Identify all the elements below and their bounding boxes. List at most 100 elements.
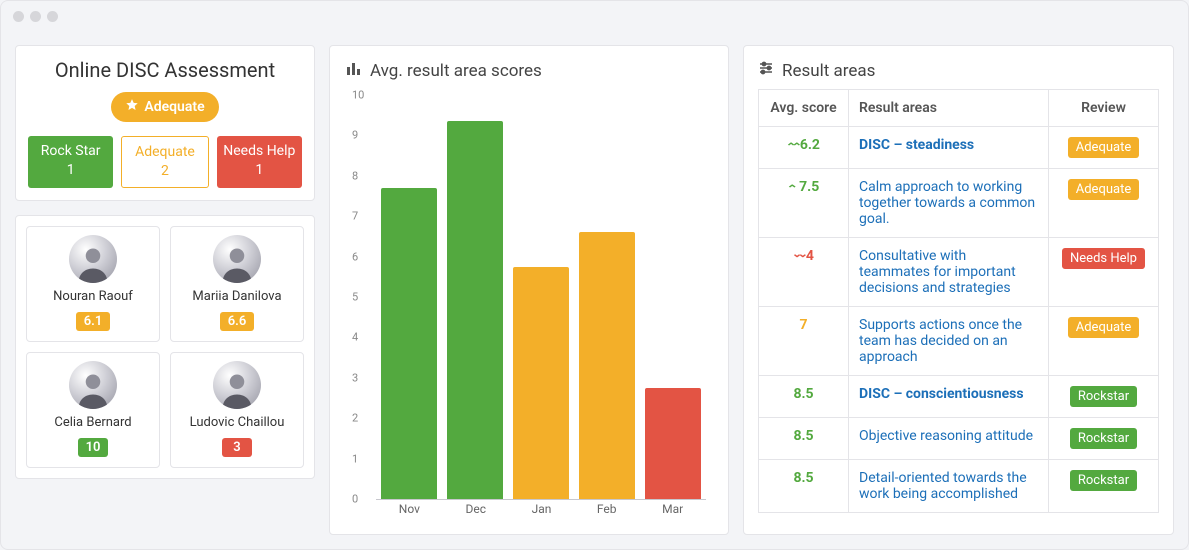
avatar [213,235,261,283]
assessment-panel: Online DISC Assessment Adequate Rock Sta… [15,45,315,201]
people-panel: Nouran Raouf6.1 Mariia Danilova 6.6 Celia B… [15,215,315,479]
chart-panel: Avg. result area scores 012345678910 Nov… [329,45,729,535]
person-card[interactable]: Mariia Danilova 6.6 [170,226,304,342]
review-cell: Adequate [1049,169,1159,238]
chart-bar[interactable] [381,188,437,499]
table-row: 8.5 Objective reasoning attitude Rockstar [759,418,1159,460]
table-row: 4Consultative with teammates for importa… [759,238,1159,307]
person-name: Mariia Danilova [175,289,299,304]
status-label: Adequate [126,143,203,162]
person-score-badge: 3 [222,438,252,457]
table-row: 8.5 Detail-oriented towards the work bein… [759,460,1159,513]
review-tag[interactable]: Adequate [1068,137,1139,158]
y-tick-label: 2 [352,412,358,425]
review-tag[interactable]: Rockstar [1070,470,1137,491]
person-card[interactable]: Ludovic Chaillou 3 [170,352,304,468]
middle-column: Avg. result area scores 012345678910 Nov… [329,45,729,535]
area-cell: DISC – steadiness [849,127,1049,169]
assessment-title: Online DISC Assessment [28,58,302,82]
y-tick-label: 4 [352,331,358,344]
review-tag[interactable]: Needs Help [1062,248,1145,269]
app-window: Online DISC Assessment Adequate Rock Sta… [0,0,1189,550]
area-cell: Detail-oriented towards the work being a… [849,460,1049,513]
chart-bar[interactable] [579,232,635,499]
status-label: Rock Star [32,142,109,161]
y-tick-label: 5 [352,291,358,304]
header-avg-score[interactable]: Avg. score [759,90,849,127]
review-tag[interactable]: Adequate [1068,179,1139,200]
person-score-badge: 10 [78,438,109,457]
table-header-row: Avg. score Result areas Review [759,90,1159,127]
avatar [213,361,261,409]
review-cell: Adequate [1049,307,1159,376]
right-column: Result areas Avg. score Result areas Rev… [743,45,1174,535]
chart-x-labels: NovDecJanFebMar [376,502,706,522]
assessment-status-pill[interactable]: Adequate [111,92,218,122]
y-tick-label: 0 [352,493,358,506]
pill-label: Adequate [144,99,204,115]
area-link[interactable]: DISC – conscientiousness [859,386,1024,402]
table-row: 8.5 DISC – conscientiousness Rockstar [759,376,1159,418]
person-card[interactable]: Celia Bernard10 [26,352,160,468]
status-summary-row: Rock Star1Adequate2Needs Help1 [28,136,302,188]
x-tick-label: Mar [662,502,683,522]
score-cell: 8.5 [759,418,849,460]
area-link[interactable]: Supports actions once the team has decid… [859,317,1022,365]
area-link[interactable]: Detail-oriented towards the work being a… [859,470,1027,502]
status-count: 1 [221,161,298,180]
avatar [69,235,117,283]
chart-title: Avg. result area scores [370,61,542,81]
header-review[interactable]: Review [1049,90,1159,127]
person-card[interactable]: Nouran Raouf6.1 [26,226,160,342]
chart-bar[interactable] [447,121,503,499]
person-score-badge: 6.6 [220,312,255,331]
score-cell: 7.5 [759,169,849,238]
review-cell: Rockstar [1049,376,1159,418]
area-cell: Objective reasoning attitude [849,418,1049,460]
area-link[interactable]: Consultative with teammates for importan… [859,248,1016,296]
chart-area: 012345678910 NovDecJanFebMar [346,89,712,522]
status-box[interactable]: Adequate2 [121,136,208,188]
result-areas-panel: Result areas Avg. score Result areas Rev… [743,45,1174,535]
window-dot [13,11,24,22]
review-tag[interactable]: Rockstar [1070,428,1137,449]
trend-icon [793,248,806,264]
score-cell: 7 [759,307,849,376]
area-link[interactable]: DISC – steadiness [859,137,974,153]
person-name: Ludovic Chaillou [175,415,299,430]
area-cell: Supports actions once the team has decid… [849,307,1049,376]
table-row: 7Supports actions once the team has deci… [759,307,1159,376]
status-count: 1 [32,161,109,180]
score-cell: 8.5 [759,460,849,513]
area-link[interactable]: Objective reasoning attitude [859,428,1033,444]
table-row: 6.2 DISC – steadiness Adequate [759,127,1159,169]
chart-bars [376,95,706,499]
window-dot [47,11,58,22]
x-tick-label: Dec [465,502,486,522]
review-cell: Needs Help [1049,238,1159,307]
person-score-badge: 6.1 [76,312,111,331]
status-box[interactable]: Needs Help1 [217,136,302,188]
area-link[interactable]: Calm approach to working together toward… [859,179,1035,227]
y-tick-label: 10 [352,89,364,102]
header-result-areas[interactable]: Result areas [849,90,1049,127]
chart-bar[interactable] [513,267,569,499]
status-count: 2 [126,162,203,181]
result-areas-title: Result areas [782,61,875,81]
trend-icon [787,137,800,153]
score-cell: 8.5 [759,376,849,418]
review-cell: Rockstar [1049,460,1159,513]
review-tag[interactable]: Adequate [1068,317,1139,338]
star-icon [125,98,139,116]
review-cell: Rockstar [1049,418,1159,460]
window-titlebar [1,1,1188,31]
review-tag[interactable]: Rockstar [1070,386,1137,407]
y-tick-label: 8 [352,169,358,182]
chart-heading: Avg. result area scores [346,60,712,81]
area-cell: Consultative with teammates for importan… [849,238,1049,307]
y-tick-label: 7 [352,210,358,223]
chart-bar[interactable] [645,388,701,499]
status-box[interactable]: Rock Star1 [28,136,113,188]
y-tick-label: 3 [352,371,358,384]
score-cell: 6.2 [759,127,849,169]
